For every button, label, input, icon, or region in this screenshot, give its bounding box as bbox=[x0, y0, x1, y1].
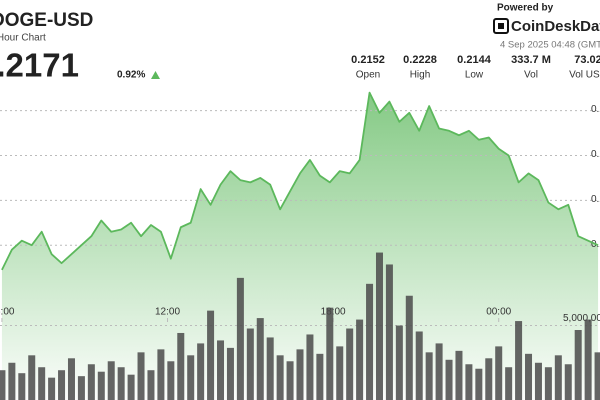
timestamp: 4 Sep 2025 04:48 (GMT bbox=[500, 40, 600, 51]
volume-bar bbox=[485, 358, 493, 400]
volume-bar bbox=[0, 370, 6, 400]
volume-bar bbox=[286, 361, 294, 400]
volume-bar bbox=[574, 330, 582, 400]
change: 0.92% bbox=[117, 70, 145, 81]
volume-bar bbox=[306, 334, 314, 400]
volume-bar bbox=[554, 355, 562, 400]
volume-bar bbox=[336, 346, 344, 400]
volume-bar bbox=[594, 352, 600, 400]
x-tick-label: 12:00 bbox=[155, 307, 180, 318]
volume-bar bbox=[147, 370, 155, 400]
volume-bar bbox=[177, 332, 185, 400]
volume-bar bbox=[475, 368, 483, 400]
volume-bar bbox=[266, 337, 274, 400]
volume-bar bbox=[584, 319, 592, 400]
volume-bar bbox=[385, 264, 393, 400]
volume-bar bbox=[415, 331, 423, 400]
stat-label: Low bbox=[465, 70, 484, 81]
price: 0.2171 bbox=[0, 47, 79, 84]
stat-label: Vol USD bbox=[569, 70, 600, 81]
volume-bar bbox=[505, 367, 513, 400]
plot: 0.2160.2180.220.2225,000,00006:0012:0018… bbox=[0, 91, 600, 400]
volume-bar bbox=[375, 252, 383, 400]
volume-bar bbox=[544, 367, 552, 400]
volume-bar bbox=[495, 346, 503, 400]
volume-bar bbox=[316, 353, 324, 400]
title: DOGE-USD bbox=[0, 10, 93, 31]
stat-value: 73.02 bbox=[574, 54, 600, 66]
x-tick-label: 00:00 bbox=[486, 307, 511, 318]
volume-bar bbox=[207, 310, 215, 400]
volume-bar bbox=[107, 361, 115, 400]
x-tick-label: 06:00 bbox=[0, 307, 15, 318]
volume-bar bbox=[28, 355, 36, 400]
stat-label: High bbox=[410, 70, 431, 81]
volume-bar bbox=[366, 283, 374, 400]
volume-bar bbox=[87, 364, 95, 400]
volume-bar bbox=[217, 340, 225, 400]
volume-bar bbox=[18, 373, 26, 400]
volume-bar bbox=[48, 377, 56, 400]
volume-bar bbox=[515, 321, 523, 400]
volume-bar bbox=[187, 355, 195, 400]
volume-bar bbox=[425, 352, 433, 400]
volume-bar bbox=[97, 371, 105, 400]
stats: 0.2152 Open 0.2228 High 0.2144 Low 333.7 M Vol 7… bbox=[351, 54, 600, 81]
volume-bar bbox=[326, 307, 334, 400]
brand-logo bbox=[493, 18, 509, 34]
volume-bar bbox=[137, 352, 145, 400]
volume-bar bbox=[256, 318, 264, 400]
volume-bar bbox=[465, 364, 473, 400]
y2-tick-label: 5,000,000 bbox=[563, 313, 600, 324]
volume-bar bbox=[525, 353, 533, 400]
volume-bar bbox=[564, 364, 572, 400]
volume-bar bbox=[276, 355, 284, 400]
volume-bar bbox=[167, 361, 175, 400]
volume-bar bbox=[405, 295, 413, 400]
volume-bar bbox=[296, 349, 304, 400]
volume-bar bbox=[346, 328, 354, 400]
brand-logo-dot bbox=[498, 23, 504, 29]
volume-bar bbox=[534, 362, 542, 400]
stat-value: 0.2144 bbox=[457, 54, 492, 66]
stat-label: Open bbox=[356, 70, 380, 81]
volume-bar bbox=[356, 319, 364, 400]
y-tick-label: 0.222 bbox=[591, 104, 600, 115]
volume-bar bbox=[197, 343, 205, 400]
price-area bbox=[1, 92, 599, 400]
volume-bar bbox=[58, 370, 66, 400]
volume-bar bbox=[246, 328, 254, 400]
volume-bar bbox=[236, 277, 244, 400]
volume-bar bbox=[127, 374, 135, 400]
stat-value: 0.2152 bbox=[351, 54, 385, 66]
volume-bar bbox=[395, 325, 403, 400]
brand: CoinDeskData bbox=[511, 18, 600, 35]
powered-by: Powered by bbox=[497, 3, 554, 14]
stat-label: Vol bbox=[524, 70, 538, 81]
volume-bar bbox=[117, 367, 125, 400]
volume-bar bbox=[77, 376, 85, 400]
stat-value: 333.7 M bbox=[511, 54, 551, 66]
stat-value: 0.2228 bbox=[403, 54, 437, 66]
volume-bar bbox=[157, 349, 165, 400]
volume-bar bbox=[455, 350, 463, 400]
price-line bbox=[1, 91, 599, 271]
volume-bar bbox=[226, 347, 234, 400]
volume-bar bbox=[435, 343, 443, 400]
y-tick-label: 0.22 bbox=[591, 149, 600, 160]
y-tick-label: 0.218 bbox=[591, 194, 600, 205]
subtitle: 24 Hour Chart bbox=[0, 33, 46, 44]
volume-bar bbox=[67, 358, 75, 400]
volume-bar bbox=[8, 362, 16, 400]
volume-bar bbox=[445, 359, 453, 400]
volume-bar bbox=[38, 367, 46, 400]
up-arrow bbox=[151, 71, 160, 79]
x-tick-label: 18:00 bbox=[321, 307, 346, 318]
